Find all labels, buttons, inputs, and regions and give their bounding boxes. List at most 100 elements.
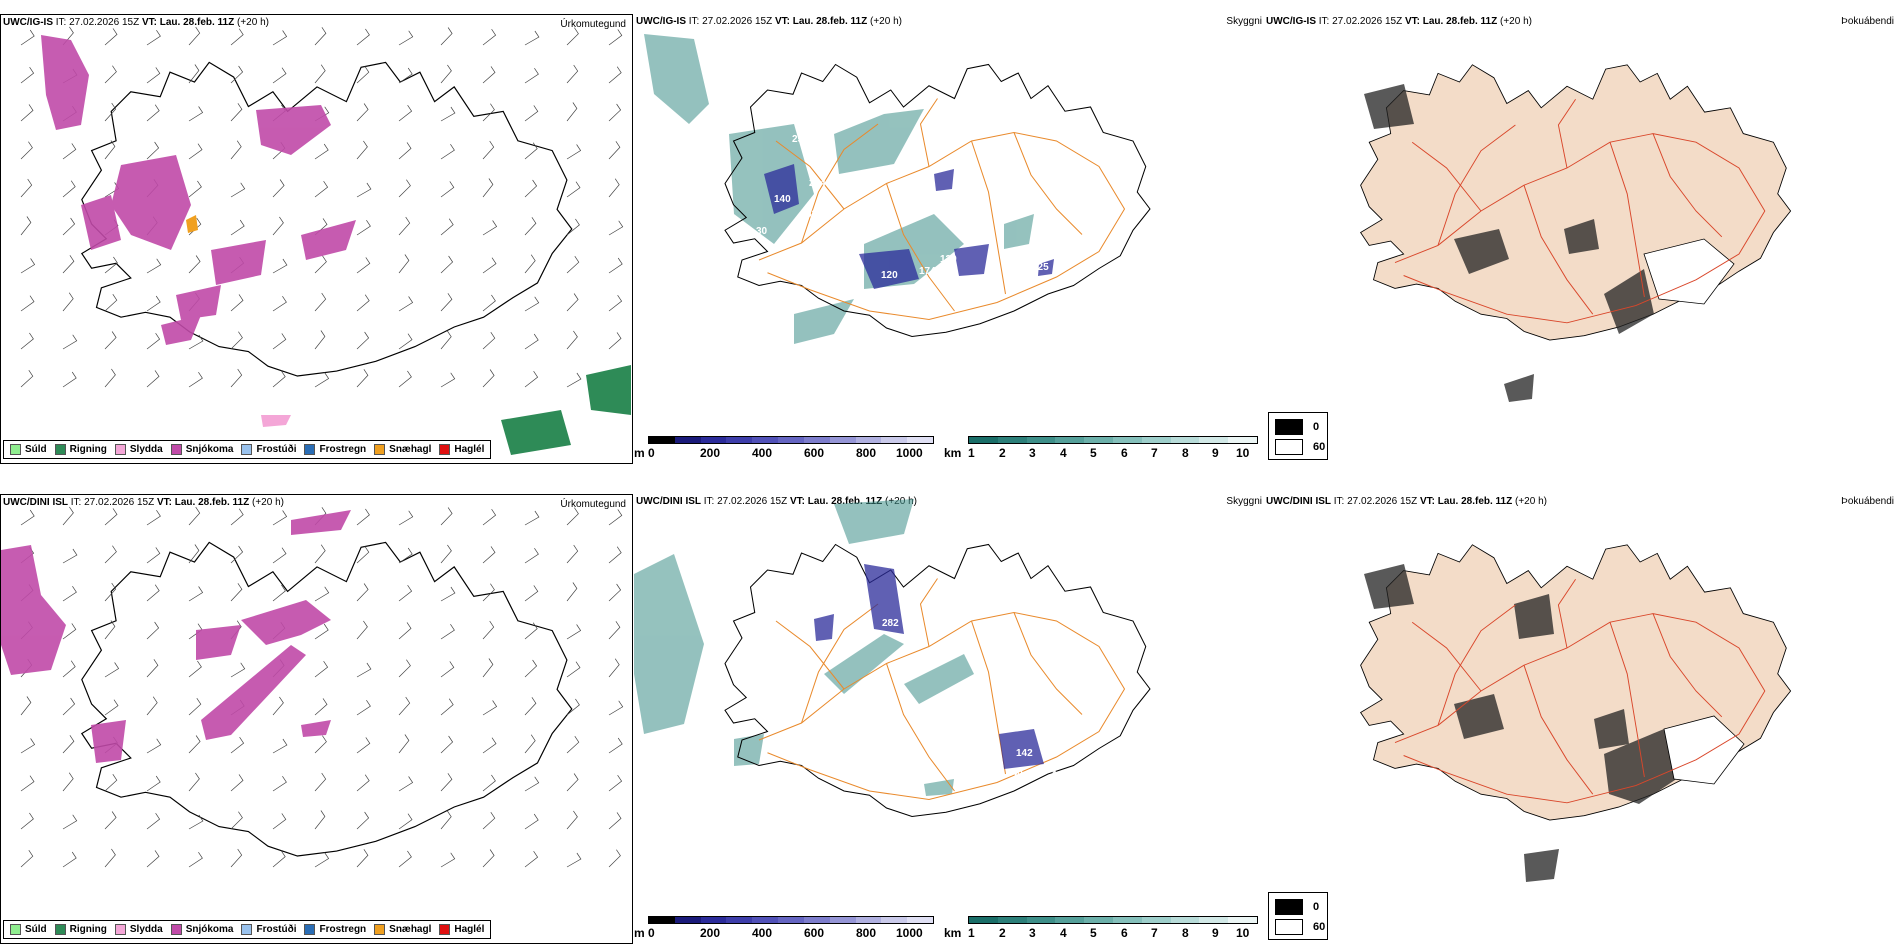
wind-barb: [398, 216, 411, 236]
wind-barb: [188, 180, 202, 198]
wind-barb: [146, 333, 161, 350]
visibility-tick: 8: [1182, 446, 1189, 460]
road: [886, 183, 955, 312]
cloudbase-strip: [648, 916, 934, 924]
wind-barb: [566, 102, 578, 122]
legend-item: Frostúði: [241, 444, 296, 455]
wind-barb: [398, 850, 412, 868]
road: [1411, 141, 1482, 212]
rain-areas: [501, 365, 631, 455]
wind-barb: [608, 546, 622, 564]
wind-barb: [440, 544, 452, 564]
visibility-unit: km: [944, 446, 962, 460]
visibility-tick: 2: [999, 446, 1006, 460]
fog-swatch-60: [1275, 919, 1303, 935]
coastline: [1359, 64, 1792, 341]
wind-barb: [524, 68, 539, 84]
coastline: [724, 543, 1151, 818]
wind-barb: [566, 293, 579, 312]
wind-barb: [566, 144, 582, 160]
wind-barb: [566, 544, 579, 564]
wind-barb: [188, 255, 201, 274]
wind-barb: [608, 66, 622, 84]
panel-header: UWC/IG-IS IT: 27.02.2026 15Z VT: Lau. 28…: [3, 17, 269, 28]
iceland-outline: [80, 541, 573, 857]
wind-barb: [440, 144, 455, 160]
panel-title: Þokuábendi: [1841, 16, 1894, 27]
cloudbase-tick: 1000: [896, 446, 923, 460]
wind-barb: [272, 584, 286, 602]
wind-barb: [440, 181, 455, 198]
wind-barb: [230, 662, 246, 678]
wind-barb: [608, 295, 623, 312]
wind-barb: [440, 293, 453, 312]
wind-barb: [188, 814, 204, 830]
wind-barb: [524, 296, 540, 312]
wind-barb: [440, 27, 453, 46]
cloud-panel-top: UWC/IG-IS IT: 27.02.2026 15Z VT: Lau. 28…: [634, 14, 1264, 464]
visibility-tick: 4: [1060, 926, 1067, 940]
swatch-hail: [439, 444, 451, 455]
wind-barb: [356, 257, 371, 274]
wind-barb: [146, 510, 161, 526]
fog-areas: [1364, 84, 1654, 402]
swatch-rain: [54, 444, 66, 455]
panel-title: Þokuábendi: [1841, 496, 1894, 507]
wind-barb: [440, 735, 454, 754]
wind-barb: [146, 813, 161, 830]
wind-barb: [356, 28, 370, 46]
wind-barb: [356, 331, 370, 350]
wind-barb: [20, 295, 35, 312]
iceland-outline: [80, 61, 573, 377]
glacier-white: [1663, 715, 1745, 785]
wind-barb: [356, 700, 371, 716]
wind-barb: [566, 698, 580, 716]
wind-barb: [314, 810, 326, 830]
road: [1557, 578, 1576, 649]
wind-barb: [440, 852, 456, 868]
wind-barb: [440, 661, 455, 678]
iceland-land: [1359, 544, 1792, 821]
wind-barb: [566, 624, 582, 640]
wind-barb: [608, 332, 622, 350]
wind-barb: [188, 660, 202, 678]
wind-barb: [314, 735, 327, 754]
wind-barb: [566, 64, 579, 84]
visibility-tick: 3: [1029, 926, 1036, 940]
wind-barb: [20, 775, 35, 792]
road: [1411, 621, 1482, 692]
cloud-label: 17: [902, 611, 914, 622]
wind-barb: [104, 102, 117, 122]
wind-barb: [146, 850, 160, 868]
wind-barb: [440, 106, 456, 122]
wind-barb: [398, 142, 412, 160]
wind-barb: [20, 141, 33, 160]
wind-barb: [482, 178, 494, 198]
wind-barb: [440, 218, 454, 236]
wind-barb: [398, 510, 414, 526]
cloud-label: 250: [792, 134, 809, 145]
wind-barb: [230, 103, 243, 122]
fog-legend-top: 0 60: [1268, 412, 1328, 460]
wind-barb: [230, 219, 245, 236]
wind-barb: [104, 368, 116, 388]
roads-red: [1394, 578, 1766, 804]
cloud-label: 129: [940, 254, 957, 265]
cloud-label: 28: [939, 624, 951, 635]
visibility-tick: 7: [1151, 446, 1158, 460]
cloudbase-tick: 200: [700, 446, 721, 460]
wind-barb: [524, 371, 539, 388]
cloud-label: 174: [919, 266, 936, 277]
wind-barb: [20, 29, 35, 46]
wind-barb: [272, 296, 287, 312]
wind-barb: [356, 182, 372, 198]
wind-barb: [188, 586, 204, 602]
panel-header: UWC/IG-IS IT: 27.02.2026 15Z VT: Lau. 28…: [636, 16, 902, 27]
wind-barb: [356, 103, 369, 122]
cloudbase-tick: 1000: [896, 926, 923, 940]
wind-barb: [608, 621, 621, 640]
wind-barb: [104, 331, 117, 350]
wind-barb: [272, 30, 288, 46]
cloud-label: 120: [881, 270, 898, 281]
fog-areas: [1364, 564, 1684, 882]
